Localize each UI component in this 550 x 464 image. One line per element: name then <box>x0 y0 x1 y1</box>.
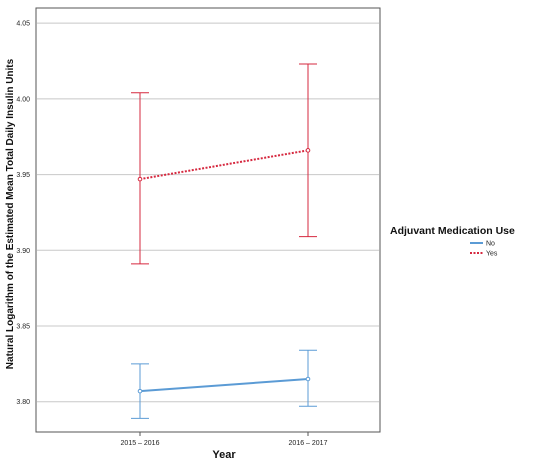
legend-title: Adjuvant Medication Use <box>390 225 515 237</box>
y-tick-label: 4.00 <box>16 96 30 103</box>
legend: Adjuvant Medication Use No Yes <box>390 225 515 258</box>
series-layer <box>131 63 317 419</box>
y-tick-labels: 3.80 3.85 3.90 3.95 4.00 4.05 <box>16 21 30 407</box>
series-yes <box>131 63 317 265</box>
legend-items: No Yes <box>470 241 498 258</box>
series-no <box>131 349 317 419</box>
y-axis-title: Natural Logarithm of the Estimated Mean … <box>5 58 16 369</box>
y-tick-label: 3.90 <box>16 248 30 255</box>
legend-label: No <box>486 241 495 248</box>
data-point <box>305 376 311 382</box>
x-tick-labels: 2015 – 2016 2016 – 2017 <box>121 432 328 447</box>
y-tick-label: 4.05 <box>16 21 30 28</box>
y-tick-label: 3.95 <box>16 172 30 179</box>
data-point <box>137 176 143 182</box>
series-line <box>139 149 309 181</box>
x-axis-title: Year <box>212 449 236 461</box>
y-tick-label: 3.85 <box>16 324 30 331</box>
series-line <box>139 378 309 393</box>
grid-layer <box>37 22 379 403</box>
data-point <box>305 148 311 153</box>
data-point <box>137 388 143 394</box>
x-tick-label: 2015 – 2016 <box>121 440 160 447</box>
y-tick-label: 3.80 <box>16 399 30 406</box>
plot-area <box>35 7 381 433</box>
x-tick-label: 2016 – 2017 <box>289 440 328 447</box>
legend-label: Yes <box>486 251 498 258</box>
